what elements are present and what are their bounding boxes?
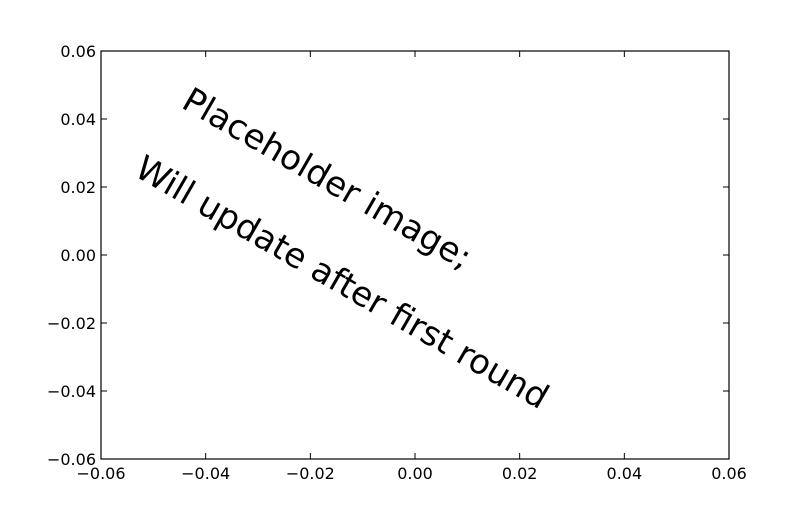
x-tick-label: −0.02 xyxy=(286,464,335,483)
x-tick-label: 0.00 xyxy=(397,464,433,483)
y-tick-label: 0.04 xyxy=(60,110,96,129)
x-tick-label: 0.02 xyxy=(502,464,538,483)
x-axis-tick-labels: −0.06 −0.04 −0.02 0.00 0.02 0.04 0.06 xyxy=(76,464,746,483)
x-tick-label: 0.06 xyxy=(711,464,747,483)
x-tick-label: 0.04 xyxy=(607,464,643,483)
y-tick-label: 0.02 xyxy=(60,178,96,197)
plot-area-frame xyxy=(100,50,730,460)
y-tick-label: −0.04 xyxy=(47,382,96,401)
x-tick-label: −0.06 xyxy=(76,464,125,483)
y-tick-label: −0.06 xyxy=(47,450,96,469)
y-tick-label: 0.00 xyxy=(60,246,96,265)
x-tick-label: −0.04 xyxy=(181,464,230,483)
y-tick-label: −0.02 xyxy=(47,314,96,333)
y-tick-label: 0.06 xyxy=(60,42,96,61)
tick-marks xyxy=(100,50,730,460)
y-axis-tick-labels: −0.06 −0.04 −0.02 0.00 0.02 0.04 0.06 xyxy=(47,42,96,469)
